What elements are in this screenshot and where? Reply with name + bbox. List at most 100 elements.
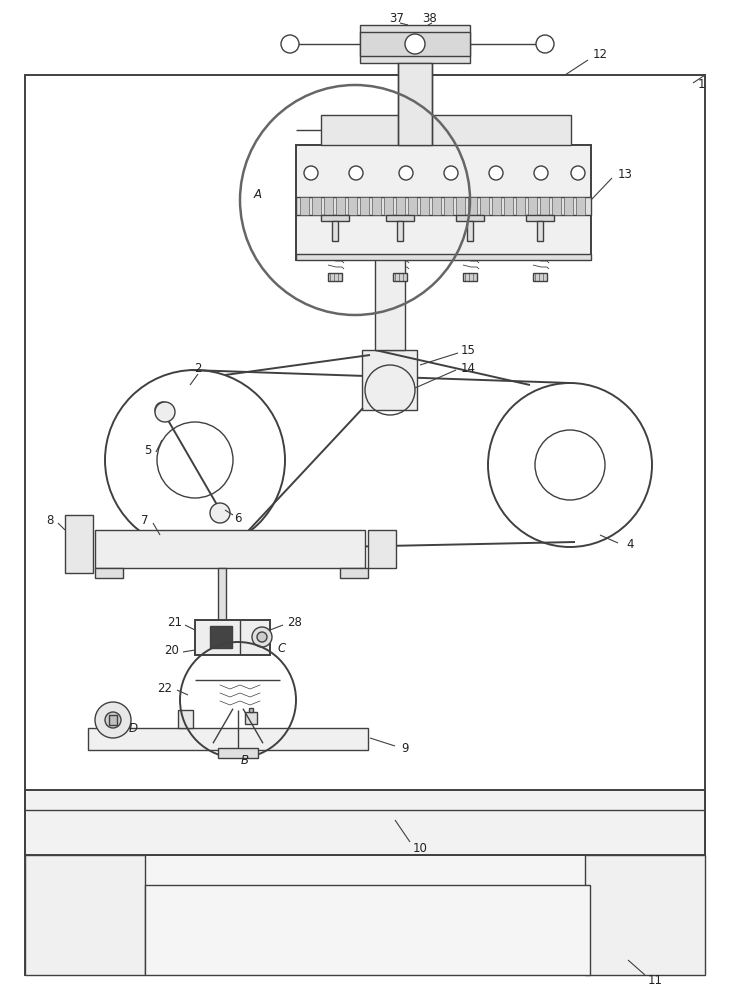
Text: 14: 14	[461, 361, 476, 374]
Bar	[516, 197, 525, 215]
Bar	[393, 273, 407, 281]
Text: 1: 1	[698, 78, 706, 91]
Bar	[360, 32, 470, 56]
Text: 4: 4	[626, 538, 634, 552]
Bar	[296, 145, 591, 260]
Bar	[360, 197, 369, 215]
Bar	[245, 712, 257, 724]
Bar	[372, 197, 381, 215]
Circle shape	[210, 503, 230, 523]
Bar	[480, 197, 489, 215]
Circle shape	[571, 166, 585, 180]
Bar	[397, 221, 403, 241]
Circle shape	[105, 712, 121, 728]
Bar	[340, 568, 368, 578]
Bar	[408, 197, 417, 215]
Circle shape	[281, 35, 299, 53]
Circle shape	[405, 34, 425, 54]
Text: D: D	[129, 722, 137, 734]
Text: C: C	[278, 642, 286, 654]
Bar	[420, 197, 429, 215]
Text: 2: 2	[194, 361, 201, 374]
Bar	[537, 221, 543, 241]
Circle shape	[252, 627, 272, 647]
Bar	[533, 273, 547, 281]
Bar	[195, 620, 270, 655]
Bar	[396, 197, 405, 215]
Circle shape	[489, 166, 503, 180]
Bar	[456, 215, 484, 221]
Bar	[296, 197, 591, 215]
Bar	[88, 728, 368, 750]
Bar	[348, 197, 357, 215]
Text: 21: 21	[168, 615, 182, 629]
Text: A: A	[254, 188, 262, 202]
Bar	[25, 855, 705, 975]
Bar	[300, 197, 309, 215]
Bar	[178, 710, 193, 728]
Circle shape	[304, 166, 318, 180]
Bar	[504, 197, 513, 215]
Bar	[296, 254, 591, 260]
Bar	[210, 626, 232, 648]
Bar	[95, 530, 365, 568]
Text: 7: 7	[141, 514, 148, 526]
Bar	[492, 197, 501, 215]
Bar	[368, 530, 396, 568]
Text: 20: 20	[165, 644, 179, 656]
Bar	[463, 273, 477, 281]
Bar	[564, 197, 573, 215]
Bar	[25, 855, 145, 975]
Bar	[218, 748, 258, 758]
Text: B: B	[241, 754, 249, 766]
Circle shape	[536, 35, 554, 53]
Circle shape	[95, 702, 131, 738]
Bar	[540, 197, 549, 215]
Bar	[312, 197, 321, 215]
Bar	[444, 197, 453, 215]
Bar	[145, 885, 590, 975]
Bar	[95, 568, 123, 578]
Bar	[328, 273, 342, 281]
Bar	[25, 790, 705, 855]
Bar	[321, 215, 349, 221]
Circle shape	[155, 402, 175, 422]
Bar	[332, 221, 338, 241]
Text: 15: 15	[461, 344, 476, 357]
Circle shape	[349, 166, 363, 180]
Bar	[456, 197, 465, 215]
Bar	[360, 25, 470, 63]
Bar	[321, 115, 571, 145]
Text: 8: 8	[46, 514, 54, 526]
Bar	[468, 197, 477, 215]
Bar	[384, 197, 393, 215]
Bar	[398, 63, 432, 145]
Bar	[576, 197, 585, 215]
Bar	[324, 197, 333, 215]
Bar	[25, 75, 705, 855]
Bar	[218, 568, 226, 628]
Bar	[432, 197, 441, 215]
Bar	[528, 197, 537, 215]
Circle shape	[444, 166, 458, 180]
Bar	[336, 197, 345, 215]
Text: 37: 37	[390, 11, 404, 24]
Bar	[585, 855, 705, 975]
Text: 28: 28	[287, 615, 302, 629]
Text: 5: 5	[144, 444, 151, 456]
Text: 10: 10	[412, 842, 428, 854]
Circle shape	[257, 632, 267, 642]
Bar	[467, 221, 473, 241]
Bar	[375, 255, 405, 350]
Text: 13: 13	[617, 168, 632, 182]
Text: 22: 22	[157, 682, 173, 694]
Bar	[552, 197, 561, 215]
Text: 11: 11	[648, 974, 662, 986]
Text: 6: 6	[234, 512, 242, 524]
Bar	[65, 515, 93, 573]
Bar	[386, 215, 414, 221]
Bar	[362, 350, 417, 410]
Text: 9: 9	[401, 742, 409, 754]
Bar	[109, 715, 117, 725]
Text: 12: 12	[592, 48, 608, 62]
